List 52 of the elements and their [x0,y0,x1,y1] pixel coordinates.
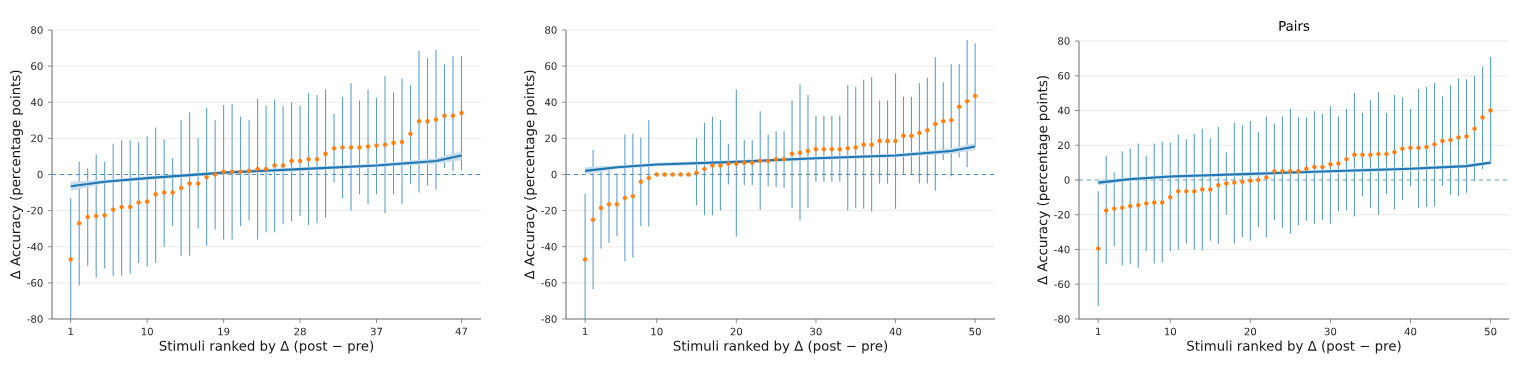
x-tick-label: 50 [1484,327,1497,336]
x-tick-label: 28 [294,327,306,336]
y-tick-label: -60 [541,279,557,287]
x-tick-label: 40 [1404,327,1417,336]
y-tick-label: -40 [541,242,557,251]
y-tick-label: 60 [545,62,557,70]
y-tick-label: -40 [1054,245,1070,254]
x-tick-label: 47 [455,327,468,336]
y-tick-label: 60 [1058,71,1070,80]
y-tick-label: -40 [27,242,43,251]
x-tick-label: 10 [1164,327,1177,336]
x-axis-title: Stimuli ranked by Δ (post − pre) [673,340,888,354]
y-tick-label: -60 [1054,280,1070,289]
y-tick-label: -80 [541,315,557,323]
chart-title: Pairs [1279,20,1310,31]
y-tick-label: 0 [551,170,557,179]
y-axis-title: Δ Accuracy (percentage points) [524,70,537,280]
x-tick-label: 30 [1324,327,1337,336]
y-tick-label: 20 [1058,141,1070,150]
y-tick-label: 20 [31,134,43,143]
y-tick-label: -80 [27,315,43,323]
y-tick-label: -20 [541,206,557,215]
y-tick-label: 40 [544,98,557,107]
x-tick-label: 50 [969,327,981,336]
y-tick-label: 0 [1064,176,1070,184]
x-tick-label: 20 [1244,327,1257,336]
x-tick-label: 1 [1096,327,1101,336]
x-tick-label: 20 [730,327,743,336]
y-tick-label: 80 [545,26,557,34]
y-tick-label: -20 [1054,210,1070,219]
y-tick-label: 40 [1057,106,1070,115]
y-tick-label: 20 [545,134,557,143]
y-tick-label: 80 [1058,37,1070,45]
x-tick-label: 19 [218,327,230,336]
x-tick-label: 10 [651,327,663,336]
x-tick-label: 10 [141,327,153,336]
y-tick-label: -80 [1054,315,1070,323]
y-tick-label: -60 [27,279,43,287]
x-tick-label: 1 [68,327,74,336]
x-tick-label: 40 [889,327,902,336]
y-axis-title: Δ Accuracy (percentage points) [1037,76,1050,285]
y-tick-label: 0 [37,170,43,179]
y-tick-label: -20 [27,206,43,215]
x-tick-label: 30 [810,327,822,336]
y-tick-label: 80 [31,26,43,34]
x-tick-label: 1 [583,327,588,336]
y-tick-label: 40 [30,98,43,107]
x-axis-title: Stimuli ranked by Δ (post − pre) [1187,340,1401,354]
x-tick-label: 37 [370,327,383,336]
y-axis-title: Δ Accuracy (percentage points) [10,70,23,280]
x-axis-title: Stimuli ranked by Δ (post − pre) [159,340,374,354]
y-tick-label: 60 [31,62,43,70]
